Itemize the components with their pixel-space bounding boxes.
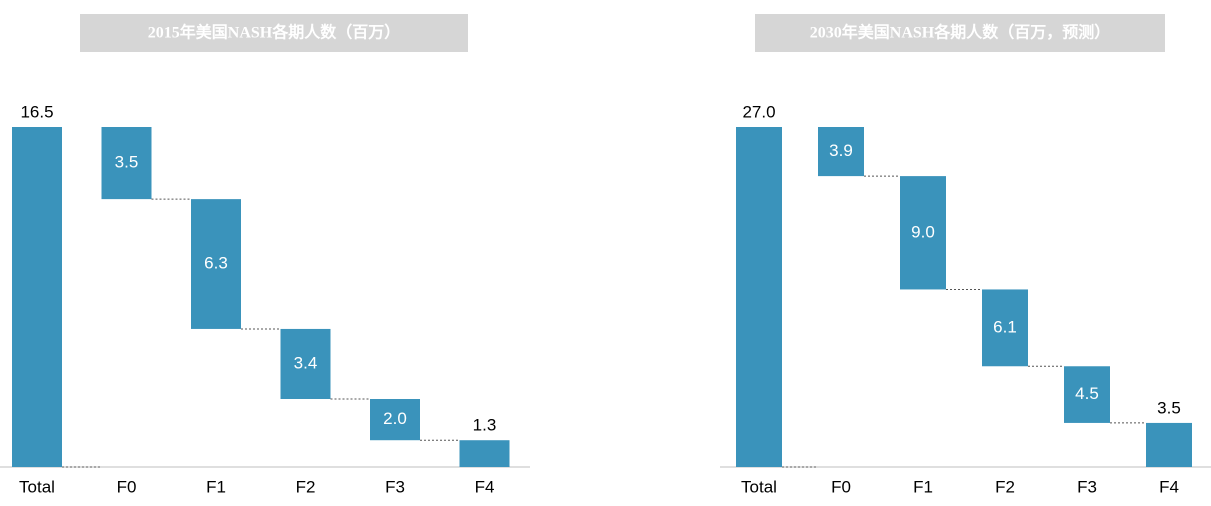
value-label: 3.4: [294, 353, 318, 372]
x-tick-label: F3: [385, 477, 405, 496]
value-label: 2.0: [383, 409, 407, 428]
x-tick-label: F2: [296, 477, 316, 496]
bar: [280, 328, 331, 399]
x-tick-label: F2: [995, 477, 1015, 496]
x-tick-label: F0: [831, 477, 851, 496]
bar: [459, 440, 510, 467]
bar: [12, 127, 62, 467]
title-box: [755, 14, 1165, 52]
x-tick-label: F4: [1159, 477, 1179, 496]
x-tick-label: F1: [913, 477, 933, 496]
x-tick-label: F0: [117, 477, 137, 496]
bar: [736, 127, 782, 467]
x-tick-label: F1: [206, 477, 226, 496]
chart-title: 2030年美国NASH各期人数（百万，预测）: [810, 23, 1110, 42]
bar: [370, 399, 420, 441]
value-label: 1.3: [473, 416, 497, 435]
bar: [191, 199, 241, 329]
x-tick-label: Total: [741, 477, 777, 496]
bar: [982, 289, 1028, 367]
bar: [1146, 422, 1192, 467]
value-label: 27.0: [742, 102, 775, 121]
x-tick-label: Total: [19, 477, 55, 496]
value-label: 3.5: [115, 153, 139, 172]
bar: [101, 127, 152, 200]
value-label: 6.3: [204, 254, 228, 273]
value-label: 6.1: [993, 317, 1017, 336]
value-label: 3.5: [1157, 398, 1181, 417]
chart-title: 2015年美国NASH各期人数（百万）: [148, 23, 400, 42]
x-tick-label: F4: [475, 477, 495, 496]
value-label: 16.5: [20, 102, 53, 121]
value-label: 9.0: [911, 222, 935, 241]
value-label: 3.9: [829, 141, 853, 160]
bar: [900, 176, 946, 290]
bar: [818, 127, 864, 177]
bar: [1064, 366, 1110, 423]
value-label: 4.5: [1075, 384, 1099, 403]
x-tick-label: F3: [1077, 477, 1097, 496]
title-box: [80, 14, 468, 52]
